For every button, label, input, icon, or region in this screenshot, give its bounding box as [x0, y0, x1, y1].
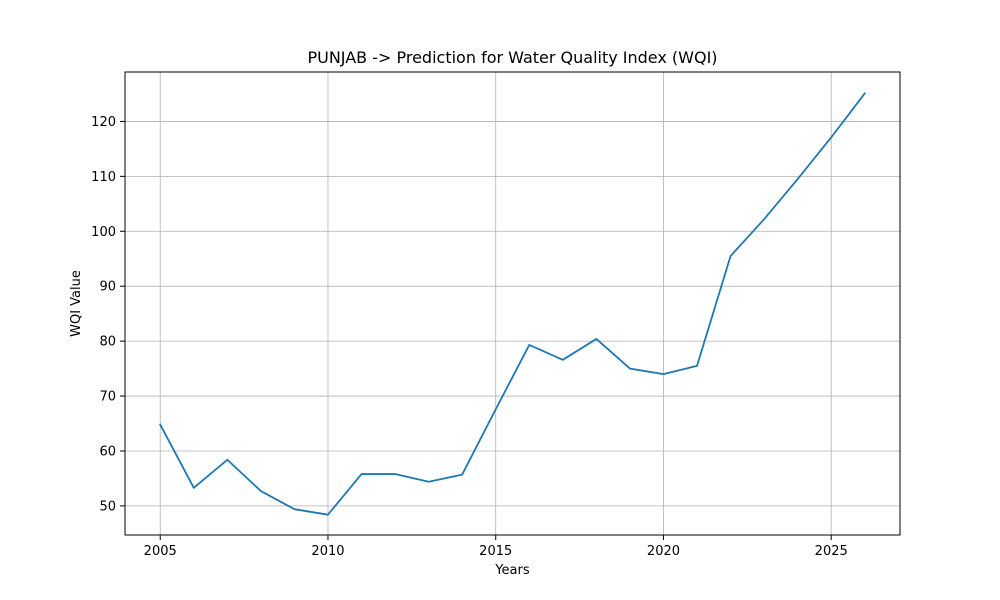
chart-title: PUNJAB -> Prediction for Water Quality I… — [307, 48, 717, 67]
plot-area-frame — [124, 71, 901, 536]
series-layer — [159, 92, 867, 516]
x-axis-title: Years — [494, 563, 530, 578]
y-tick-label: 60 — [99, 444, 116, 459]
y-tick-label: 50 — [99, 499, 116, 514]
y-tick-label: 110 — [91, 170, 116, 185]
x-tick-label: 2015 — [479, 544, 512, 559]
x-tick-label: 2025 — [815, 544, 848, 559]
y-tick-label: 120 — [91, 115, 116, 130]
x-tick-label: 2005 — [144, 544, 177, 559]
ticks: 2005 2010 2015 2020 2025 50 60 70 80 90 100 110 120 — [91, 115, 848, 559]
y-tick-label: 80 — [99, 335, 116, 350]
y-tick-label: 90 — [99, 280, 116, 295]
y-tick-label: 70 — [99, 390, 116, 405]
y-axis-title: WQI Value — [69, 270, 84, 337]
gridlines — [125, 72, 900, 535]
series-line — [159, 92, 867, 516]
x-tick-label: 2010 — [311, 544, 344, 559]
y-tick-label: 100 — [91, 225, 116, 240]
x-tick-label: 2020 — [647, 544, 680, 559]
